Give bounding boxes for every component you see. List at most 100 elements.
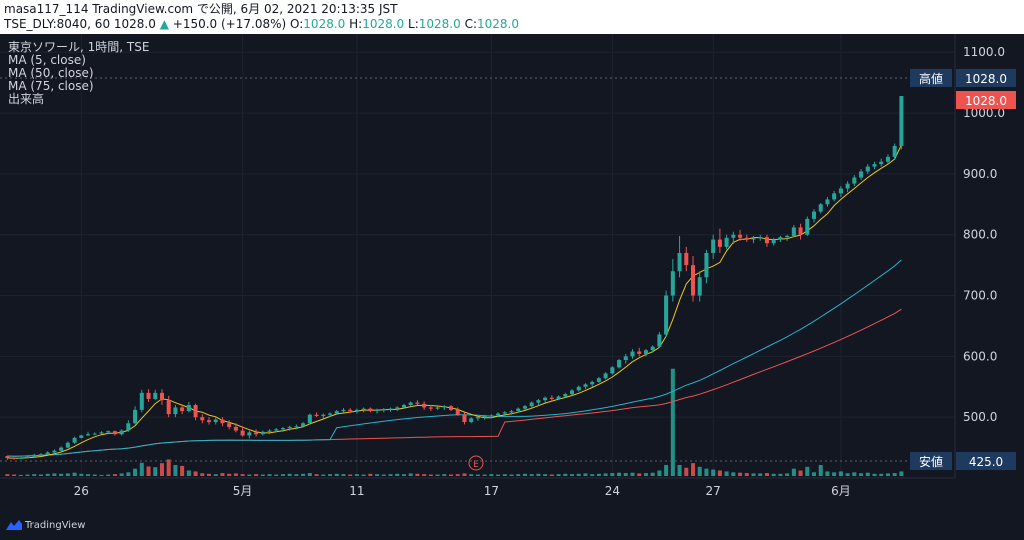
volume-bar bbox=[59, 473, 64, 476]
candle-body bbox=[865, 166, 870, 172]
indicator-legend[interactable]: 東京ソワール, 1時間, TSE MA (5, close) MA (50, c… bbox=[8, 40, 149, 106]
tradingview-branding[interactable]: TradingView bbox=[0, 512, 120, 536]
legend-volume[interactable]: 出来高 bbox=[8, 91, 44, 106]
time-tick-label: 6月 bbox=[831, 484, 851, 498]
high-label: H: bbox=[349, 17, 363, 31]
event-marker-label: E bbox=[473, 460, 479, 470]
volume-bar bbox=[643, 473, 648, 476]
volume-bar bbox=[516, 474, 521, 476]
chart-info-header: masa117_114 TradingView.com で公開, 6月 02, … bbox=[0, 0, 1024, 34]
event-marker[interactable]: E bbox=[468, 455, 484, 471]
volume-bar bbox=[220, 473, 225, 476]
legend-symbol[interactable]: 東京ソワール, 1時間, TSE bbox=[8, 40, 149, 54]
volume-bar bbox=[5, 474, 10, 476]
volume-bar bbox=[590, 474, 595, 476]
candle-body bbox=[563, 394, 568, 397]
legend-ma50[interactable]: MA (50, close) bbox=[8, 66, 94, 80]
volume-bar bbox=[482, 474, 487, 476]
ma50-line bbox=[7, 259, 902, 457]
candle-body bbox=[576, 386, 581, 391]
candle-body bbox=[220, 419, 225, 424]
high-label: 高値 bbox=[919, 71, 943, 86]
volume-bar bbox=[549, 474, 554, 476]
volume-bar bbox=[401, 474, 406, 476]
moving-averages bbox=[7, 144, 902, 459]
candle-body bbox=[12, 457, 17, 459]
volume-bar bbox=[348, 474, 353, 476]
candle-body bbox=[704, 252, 709, 278]
candle-body bbox=[590, 381, 595, 385]
candle-body bbox=[502, 412, 507, 414]
volume-bar bbox=[247, 474, 252, 476]
last-price-marker: 1028.0 bbox=[956, 91, 1016, 109]
volume-bar bbox=[267, 474, 272, 476]
volume-bar bbox=[79, 473, 84, 476]
candle-body bbox=[193, 405, 198, 418]
volume-bar bbox=[395, 473, 400, 476]
candle-body bbox=[442, 406, 447, 408]
volume-bar bbox=[139, 462, 144, 476]
volume-bar bbox=[677, 465, 682, 476]
candle-body bbox=[381, 409, 386, 411]
candle-body bbox=[516, 408, 521, 412]
volume-bar bbox=[462, 473, 467, 476]
time-tick-label: 17 bbox=[484, 484, 499, 498]
candle-body bbox=[267, 430, 272, 432]
price-axis[interactable]: 1100.0 1000.0 900.0 800.0 700.0 600.0 500.0 bbox=[963, 45, 1005, 424]
volume-bar bbox=[368, 473, 373, 476]
candle-body bbox=[603, 373, 608, 379]
candle-body bbox=[522, 406, 527, 409]
low-label-box bbox=[910, 452, 952, 470]
candle-body bbox=[462, 414, 467, 423]
candle-body bbox=[126, 423, 131, 431]
candle-body bbox=[764, 237, 769, 244]
candle-body bbox=[778, 237, 783, 240]
legend-ma5[interactable]: MA (5, close) bbox=[8, 53, 86, 67]
price-chart[interactable]: 1100.0 1000.0 900.0 800.0 700.0 600.0 500.0 26… bbox=[0, 0, 1024, 512]
volume-bar bbox=[334, 473, 339, 476]
volume-bar bbox=[543, 474, 548, 476]
candle-body bbox=[65, 442, 70, 448]
volume-bar bbox=[838, 471, 843, 476]
candle-body bbox=[153, 392, 158, 399]
volume-bar bbox=[751, 473, 756, 476]
volume-bar bbox=[240, 474, 245, 476]
candle-body bbox=[885, 156, 890, 162]
candle-body bbox=[496, 413, 501, 416]
volume-bar bbox=[200, 473, 205, 476]
volume-bar bbox=[375, 474, 380, 476]
volume-bar bbox=[65, 473, 70, 476]
volume-bar bbox=[166, 459, 171, 476]
volume-bar bbox=[455, 474, 460, 476]
candle-body bbox=[5, 456, 10, 458]
volume-bar bbox=[321, 474, 326, 476]
volume-bar bbox=[879, 473, 884, 476]
candle-body bbox=[832, 193, 837, 200]
volume-bar bbox=[859, 473, 864, 476]
time-axis[interactable]: 26 5月 11 17 24 27 6月 bbox=[74, 484, 851, 498]
volume-bar bbox=[670, 368, 675, 476]
time-tick-label: 11 bbox=[349, 484, 364, 498]
candle-body bbox=[892, 145, 897, 157]
plot-area[interactable] bbox=[0, 34, 955, 478]
volume-bar bbox=[25, 474, 30, 476]
volume-bar bbox=[99, 474, 104, 476]
candle-body bbox=[650, 346, 655, 351]
volume-bar bbox=[301, 473, 306, 476]
volume-bar bbox=[328, 474, 333, 476]
candle-body bbox=[86, 434, 91, 436]
high-value: 1028.0 bbox=[362, 17, 405, 31]
ohlc-summary: TSE_DLY:8040, 60 1028.0 ▲ +150.0 (+17.08… bbox=[4, 17, 1024, 32]
candle-body bbox=[852, 177, 857, 184]
candle-body bbox=[348, 409, 353, 412]
candle-body bbox=[280, 428, 285, 430]
volume-bar bbox=[227, 473, 232, 476]
volume-bar bbox=[307, 473, 312, 476]
volume-bar bbox=[32, 474, 37, 476]
volume-bar bbox=[872, 473, 877, 476]
candle-body bbox=[717, 239, 722, 247]
legend-ma75[interactable]: MA (75, close) bbox=[8, 79, 94, 93]
candle-body bbox=[684, 252, 689, 266]
symbol-price: TSE_DLY:8040, 60 1028.0 bbox=[4, 17, 156, 31]
candle-body bbox=[133, 409, 138, 424]
